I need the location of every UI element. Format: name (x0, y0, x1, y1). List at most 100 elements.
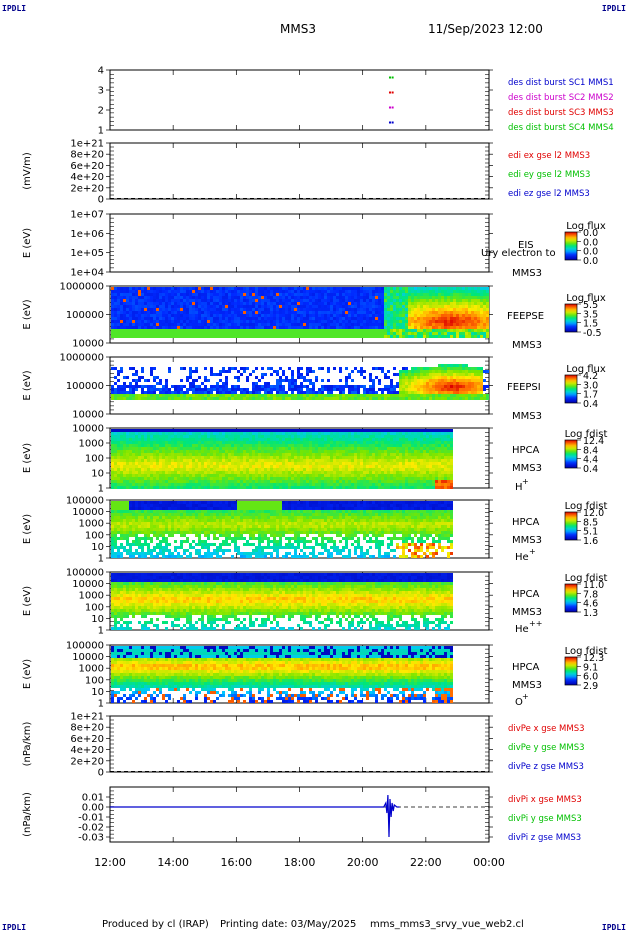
hpca-h-cell (186, 471, 189, 474)
feepsi-cell (363, 397, 366, 400)
feepse-cell (297, 323, 300, 326)
hpca-h-cell (186, 438, 189, 441)
feepse-cell (315, 293, 318, 296)
feepse-cell (465, 293, 468, 296)
hpca-h-cell (144, 471, 147, 474)
feepse-cell (471, 317, 474, 320)
feepse-cell (126, 302, 129, 305)
feepsi-cell (387, 388, 390, 391)
feepsi-cell (174, 394, 177, 397)
feepsi-cell (327, 391, 330, 394)
feepse-cell (267, 326, 270, 329)
hpca-h-cell (276, 429, 279, 432)
feepse-cell (375, 311, 378, 314)
hpca-h-cell (147, 483, 150, 486)
hpca-h-cell (306, 459, 309, 462)
feepsi-cell (471, 370, 474, 373)
feepsi-cell (165, 391, 168, 394)
feepse-cell (315, 296, 318, 299)
feepsi-cell (345, 397, 348, 400)
feepsi-cell (123, 385, 126, 388)
hpca-h-cell (324, 471, 327, 474)
feepse-cell (390, 311, 393, 314)
feepse-cell (240, 290, 243, 293)
feepse-cell (369, 287, 372, 290)
hpca-h-cell (291, 432, 294, 435)
hpca-h-cell (252, 438, 255, 441)
feepse-cell (294, 332, 297, 335)
feepse-cell (195, 323, 198, 326)
hpca-h-cell (234, 441, 237, 444)
feepse-cell (411, 335, 414, 338)
feepse-cell (225, 317, 228, 320)
hpca-h-cell (168, 447, 171, 450)
feepse-cell (432, 290, 435, 293)
feepsi-cell (345, 379, 348, 382)
feepsi-cell (339, 394, 342, 397)
feepse-cell (297, 320, 300, 323)
feepse-cell (297, 326, 300, 329)
feepse-cell (327, 323, 330, 326)
hpca-h-cell (324, 462, 327, 465)
feepse-cell (240, 299, 243, 302)
hpca-h-cell (261, 486, 264, 489)
feepse-cell (357, 326, 360, 329)
panel-feeps-i-cbar-label: 1.7 (583, 390, 598, 401)
feepse-cell (354, 326, 357, 329)
feepse-cell (315, 290, 318, 293)
feepse-cell (285, 296, 288, 299)
feepse-cell (468, 305, 471, 308)
feepse-cell (411, 329, 414, 332)
hpca-h-cell (228, 456, 231, 459)
feepsi-cell (297, 373, 300, 376)
feepse-cell (201, 302, 204, 305)
hpca-h-cell (336, 468, 339, 471)
corner-label-tr: IPDLI (601, 4, 626, 13)
feepse-cell (192, 308, 195, 311)
panel-edi-e-legend-entry: edi ex gse l2 MMS3 (508, 151, 590, 161)
feepse-cell (132, 314, 135, 317)
hpca-h-cell (222, 465, 225, 468)
feepse-cell (300, 287, 303, 290)
feepsi-cell (219, 397, 222, 400)
hpca-h-cell (279, 471, 282, 474)
feepsi-cell (366, 397, 369, 400)
hpca-h-cell (267, 432, 270, 435)
feepse-cell (270, 332, 273, 335)
feepse-cell (264, 326, 267, 329)
feepse-cell (276, 314, 279, 317)
feepsi-cell (408, 379, 411, 382)
feepse-cell (174, 290, 177, 293)
feepse-cell (159, 317, 162, 320)
feepsi-cell (228, 394, 231, 397)
feepse-cell (279, 320, 282, 323)
feepse-cell (303, 293, 306, 296)
feepse-cell (468, 329, 471, 332)
feepsi-cell (405, 379, 408, 382)
hpca-h-cell (201, 462, 204, 465)
hpca-h-cell (273, 429, 276, 432)
feepse-cell (177, 305, 180, 308)
hpca-h-cell (285, 465, 288, 468)
feepse-cell (180, 302, 183, 305)
hpca-h-cell (156, 444, 159, 447)
feepse-cell (120, 323, 123, 326)
hpca-h-cell (132, 429, 135, 432)
feepse-cell (426, 320, 429, 323)
feepsi-cell (471, 397, 474, 400)
feepse-cell (111, 326, 114, 329)
feepse-cell (405, 326, 408, 329)
feepse-cell (147, 299, 150, 302)
hpca-h-cell (144, 486, 147, 489)
feepse-cell (234, 329, 237, 332)
feepsi-cell (399, 394, 402, 397)
feepse-cell (264, 296, 267, 299)
feepse-cell (384, 308, 387, 311)
feepse-cell (210, 299, 213, 302)
feepse-cell (477, 314, 480, 317)
feepse-cell (276, 335, 279, 338)
hpca-h-cell (312, 456, 315, 459)
hpca-h-cell (141, 468, 144, 471)
feepse-cell (261, 329, 264, 332)
feepsi-cell (279, 379, 282, 382)
